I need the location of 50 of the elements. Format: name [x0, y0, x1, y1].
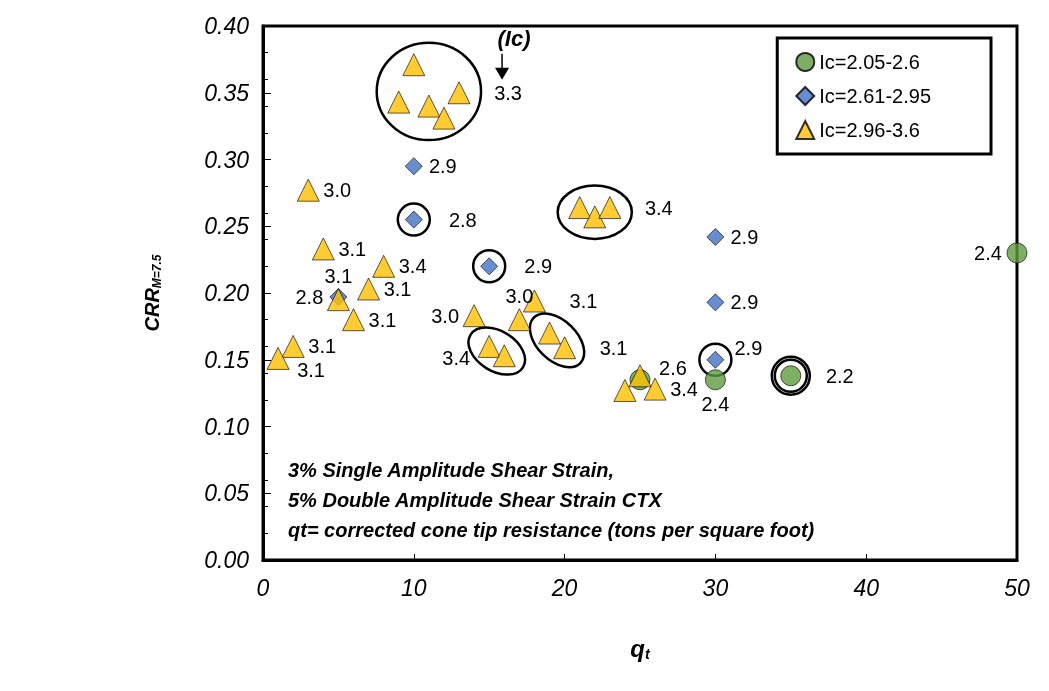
- annotation: 5% Double Amplitude Shear Strain CTX: [288, 489, 664, 511]
- annotation: 3.1: [297, 359, 325, 382]
- y-tick-label: 0.10: [204, 413, 250, 440]
- x-tick-label: 10: [401, 574, 427, 601]
- annotation: 2.9: [730, 225, 759, 248]
- annotation: 3.1: [569, 290, 598, 313]
- annotation: 2.2: [825, 364, 854, 387]
- annotation: 3.4: [670, 378, 698, 401]
- annotation: (Ic): [497, 26, 531, 52]
- annotation: 3% Single Amplitude Shear Strain,: [288, 459, 614, 481]
- annotation: 3.1: [368, 308, 397, 331]
- annotation: 3.0: [505, 284, 534, 307]
- annotation: 3.3: [494, 81, 522, 104]
- y-axis-title: CRRM=7.5: [141, 254, 164, 332]
- annotation: 2.9: [734, 336, 763, 359]
- y-tick-label: 0.30: [204, 146, 250, 173]
- annotation: 3.4: [442, 347, 471, 370]
- annotation: 2.8: [448, 208, 477, 231]
- annotation: 3.1: [338, 237, 367, 260]
- annotation: 3.1: [383, 277, 412, 300]
- annotation: 3.0: [323, 179, 352, 202]
- x-tick-label: 50: [1004, 574, 1030, 601]
- legend-label: Ic=2.96-3.6: [819, 119, 920, 141]
- x-tick-label: 0: [256, 574, 270, 601]
- annotation: 2.6: [659, 356, 687, 379]
- annotation: 2.9: [730, 291, 759, 314]
- legend-label: Ic=2.05-2.6: [819, 51, 920, 73]
- annotation: qt= corrected cone tip resistance (tons per square foot): [288, 519, 815, 541]
- annotation: 2.4: [701, 392, 730, 415]
- annotation: 2.4: [974, 241, 1002, 264]
- y-tick-label: 0.00: [204, 547, 250, 573]
- annotation: 3.0: [431, 304, 460, 327]
- legend-label: Ic=2.61-2.95: [819, 85, 931, 107]
- annotation: 3.1: [599, 336, 628, 359]
- y-tick-label: 0.25: [204, 213, 250, 240]
- x-tick-label: 40: [853, 574, 880, 601]
- annotation: 3.1: [308, 335, 337, 358]
- annotation: 3.1: [324, 264, 353, 287]
- annotation: 2.9: [428, 155, 457, 178]
- annotation: 3.4: [644, 196, 673, 219]
- y-tick-label: 0.05: [204, 480, 250, 507]
- y-tick-label: 0.35: [204, 79, 250, 106]
- x-tick-label: 20: [550, 574, 578, 601]
- x-tick-label: 30: [702, 574, 729, 601]
- annotation: 3.4: [398, 255, 427, 278]
- y-tick-label: 0.40: [204, 13, 250, 39]
- annotation: 2.9: [524, 255, 553, 278]
- y-tick-label: 0.20: [204, 280, 250, 306]
- annotation: 2.8: [295, 286, 324, 309]
- y-tick-label: 0.15: [204, 346, 250, 373]
